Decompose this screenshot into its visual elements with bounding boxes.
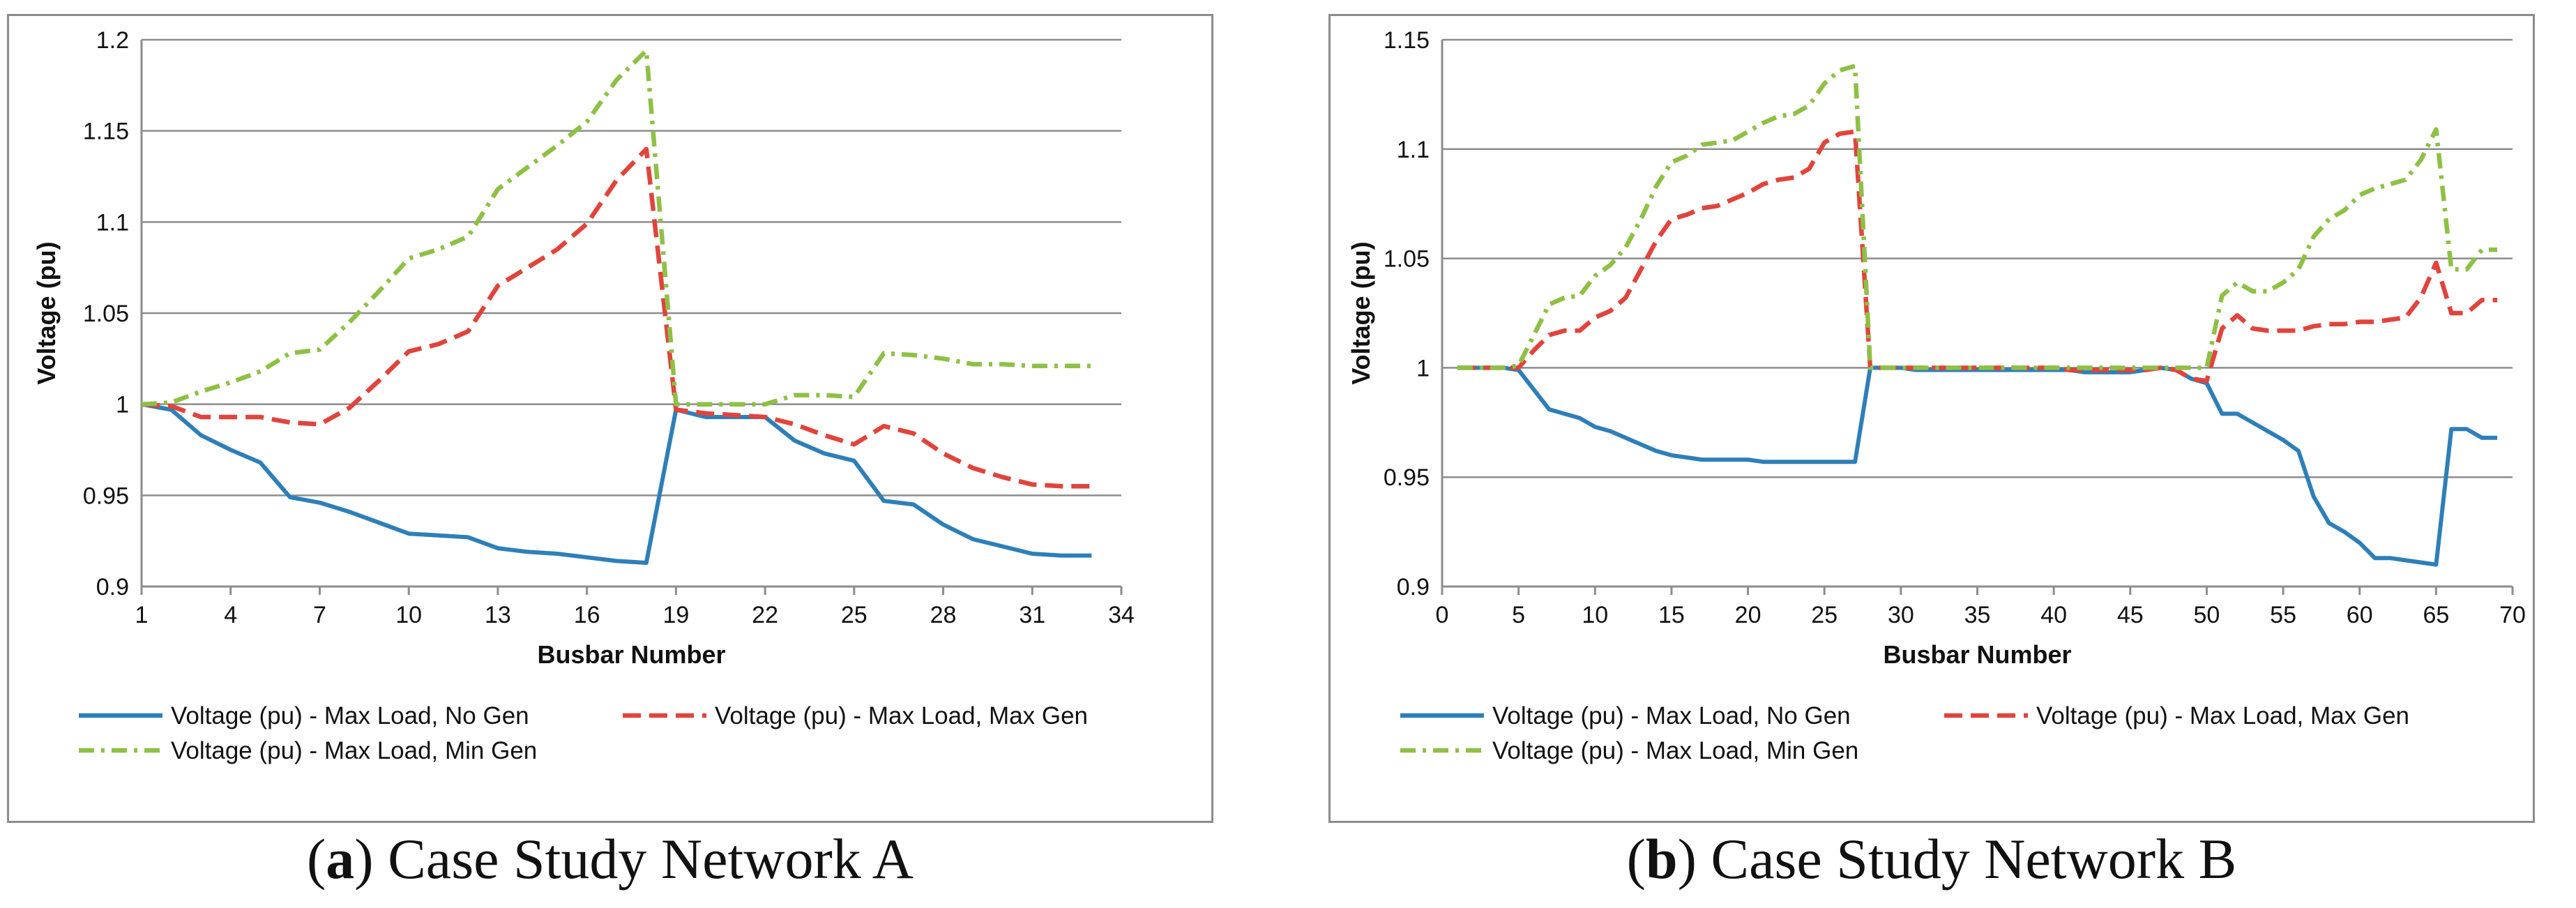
chart-0-ytick-label: 1.2 [96, 27, 129, 54]
chart-0-ylabel: Voltage (pu) [32, 241, 61, 384]
caption-a-text: Case Study Network A [388, 827, 914, 891]
chart-0-ytick-label: 1.1 [96, 209, 129, 236]
chart-0-xtick-label: 34 [1108, 602, 1135, 628]
chart-0-xtick-label: 13 [485, 602, 511, 628]
chart-1-series-line-3 [1457, 63, 2498, 370]
chart-1-xtick-label: 20 [1735, 602, 1761, 628]
chart-0-xtick-label: 19 [662, 602, 689, 628]
chart-1-xtick-label: 35 [1964, 602, 1991, 628]
chart-1-xtick-label: 50 [2194, 602, 2220, 628]
chart-0-xtick-label: 10 [395, 602, 422, 628]
chart-1-xlabel: Busbar Number [1883, 640, 2071, 669]
chart-0-xtick-label: 16 [574, 602, 600, 628]
chart-1-xtick-label: 65 [2423, 602, 2449, 628]
chart-0-legend-label-2: Voltage (pu) - Max Load, Max Gen [715, 702, 1088, 729]
chart-0-ytick-label: 1.05 [83, 301, 129, 327]
chart-0-legend-label-3: Voltage (pu) - Max Load, Min Gen [171, 737, 537, 764]
chart-a-svg: 0.9 0.95 1 1.05 1.1 1.15 1.2 1 4 7 10 13 16 19 22 25 28 3… [32, 27, 1135, 764]
chart-1-xtick-label: 0 [1436, 602, 1449, 628]
chart-1-xtick-label: 70 [2499, 602, 2526, 628]
chart-0-xlabel: Busbar Number [537, 640, 725, 669]
chart-1-ytick-label: 0.95 [1384, 464, 1430, 491]
chart-1-xtick-label: 60 [2347, 602, 2373, 628]
chart-1-legend-label-3: Voltage (pu) - Max Load, Min Gen [1492, 737, 1858, 764]
chart-0-xtick-label: 25 [841, 602, 867, 628]
chart-1-ytick-label: 0.9 [1397, 574, 1430, 600]
caption-a-letter: a [326, 827, 355, 891]
chart-1-ytick-label: 1 [1416, 355, 1430, 381]
chart-1-xtick-label: 45 [2117, 602, 2144, 628]
chart-0-xtick-label: 31 [1019, 602, 1045, 628]
caption-b-text: Case Study Network B [1711, 827, 2237, 891]
chart-0-ytick-label: 0.9 [96, 574, 129, 600]
chart-1-xtick-label: 55 [2270, 602, 2296, 628]
chart-0-series-line-2 [141, 146, 1092, 489]
chart-0-ytick-label: 1.15 [83, 119, 129, 145]
chart-0-ytick-label: 1 [116, 392, 129, 418]
caption-b: (b) Case Study Network B [1626, 827, 2237, 891]
chart-1-series-line-1 [1457, 365, 2498, 567]
chart-0-legend-label-1: Voltage (pu) - Max Load, No Gen [171, 702, 529, 729]
chart-panel-b: 0.9 0.95 1 1.05 1.1 1.15 0 5 10 15 20 25 30 35 40 45 50 5… [1328, 14, 2535, 823]
chart-1-xtick-label: 40 [2040, 602, 2067, 628]
chart-1-xtick-label: 30 [1888, 602, 1914, 628]
chart-1-legend-label-1: Voltage (pu) - Max Load, No Gen [1492, 702, 1851, 729]
chart-1-ytick-label: 1.05 [1384, 246, 1430, 273]
caption-b-letter: b [1645, 827, 1678, 891]
chart-b-svg: 0.9 0.95 1 1.05 1.1 1.15 0 5 10 15 20 25 30 35 40 45 50 5… [1347, 27, 2526, 764]
chart-1-xtick-label: 5 [1512, 602, 1525, 628]
chart-1-xtick-label: 25 [1811, 602, 1838, 628]
chart-0-xtick-label: 22 [752, 602, 778, 628]
chart-0-xtick-label: 4 [224, 602, 237, 628]
chart-panel-a: 0.9 0.95 1 1.05 1.1 1.15 1.2 1 4 7 10 13 16 19 22 25 28 3… [7, 14, 1213, 823]
chart-1-legend-label-2: Voltage (pu) - Max Load, Max Gen [2036, 702, 2409, 729]
chart-0-xtick-label: 7 [313, 602, 326, 628]
chart-1-xtick-label: 15 [1658, 602, 1685, 628]
chart-0-series-line-3 [141, 48, 1092, 407]
chart-0-series-line-1 [141, 402, 1092, 565]
chart-0-ytick-label: 0.95 [83, 483, 129, 509]
chart-0-xtick-label: 28 [930, 602, 957, 628]
chart-1-ytick-label: 1.15 [1384, 27, 1430, 54]
chart-0-xtick-label: 1 [135, 602, 149, 628]
chart-1-ylabel: Voltage (pu) [1347, 241, 1375, 384]
chart-1-xtick-label: 10 [1582, 602, 1608, 628]
chart-1-ytick-label: 1.1 [1397, 137, 1430, 163]
caption-a: (a) Case Study Network A [306, 827, 914, 891]
chart-1-series-line-2 [1457, 129, 2498, 384]
